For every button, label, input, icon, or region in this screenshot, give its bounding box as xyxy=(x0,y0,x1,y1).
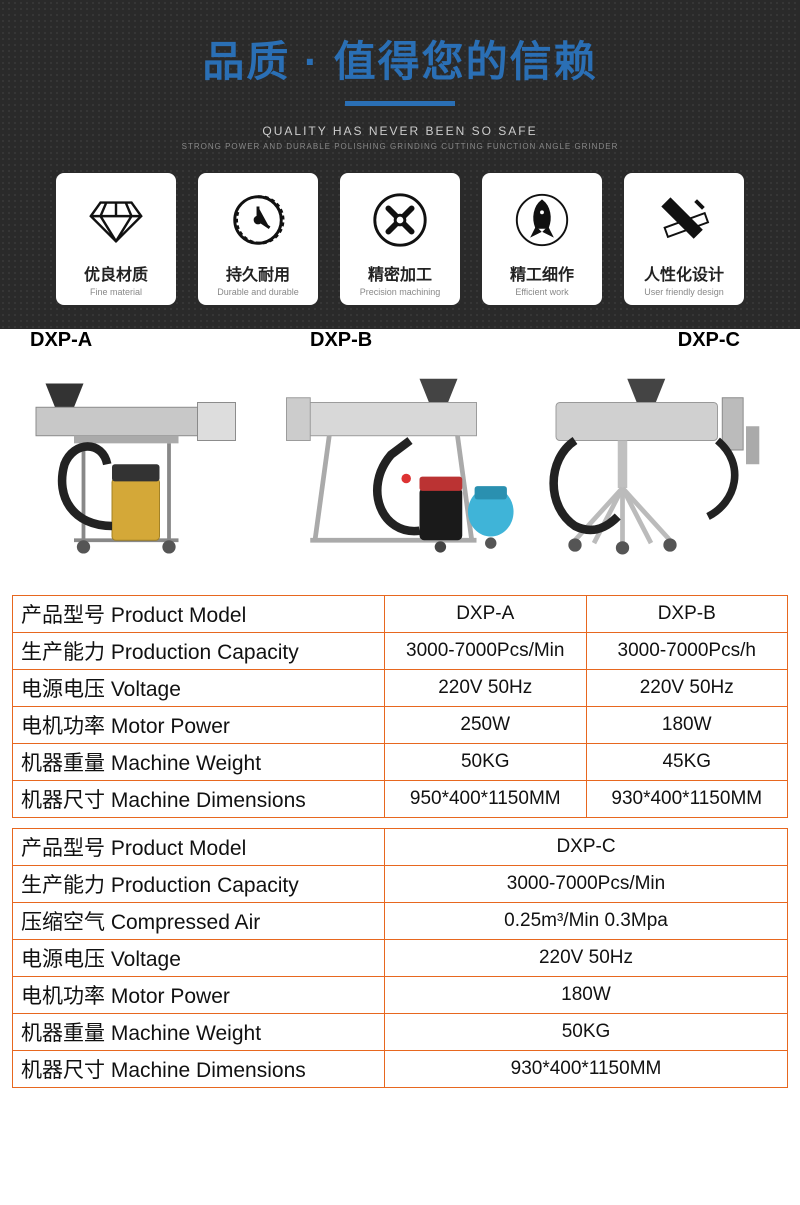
table-row: 机器重量 Machine Weight50KG xyxy=(13,1014,788,1051)
table-row: 机器尺寸 Machine Dimensions950*400*1150MM930… xyxy=(13,781,788,818)
feature-durable: 持久耐用 Durable and durable xyxy=(198,173,318,305)
spec-label: 电源电压 Voltage xyxy=(13,670,385,707)
spec-value-a: 250W xyxy=(385,707,587,744)
table-row: 电机功率 Motor Power250W180W xyxy=(13,707,788,744)
hero-subtitle-1: QUALITY HAS NEVER BEEN SO SAFE xyxy=(0,124,800,138)
spec-value-c: 0.25m³/Min 0.3Mpa xyxy=(385,903,788,940)
feature-label-cn: 持久耐用 xyxy=(226,261,290,285)
spec-label: 生产能力 Production Capacity xyxy=(13,633,385,670)
spec-value-b: 220V 50Hz xyxy=(586,670,788,707)
spec-value-c: 180W xyxy=(385,977,788,1014)
hero-underline xyxy=(345,101,455,106)
spec-table-c: 产品型号 Product ModelDXP-C生产能力 Production C… xyxy=(12,828,788,1088)
product-row: DXP-A DXP-B DXP-C xyxy=(0,329,800,589)
feature-label-en: Efficient work xyxy=(515,287,568,297)
feature-label-cn: 优良材质 xyxy=(84,261,148,285)
hero-title: 品质 · 值得您的信赖 xyxy=(0,28,800,89)
spec-value-c: 50KG xyxy=(385,1014,788,1051)
clock-icon xyxy=(223,185,293,255)
feature-label-en: Durable and durable xyxy=(217,287,299,297)
hero-subtitle-2: STRONG POWER AND DURABLE POLISHING GRIND… xyxy=(0,142,800,151)
spec-value-b: 3000-7000Pcs/h xyxy=(586,633,788,670)
spec-value-a: 3000-7000Pcs/Min xyxy=(385,633,587,670)
spec-label: 电机功率 Motor Power xyxy=(13,707,385,744)
machine-a-icon xyxy=(17,374,264,564)
feature-precision: 精密加工 Precision machining xyxy=(340,173,460,305)
table-row: 生产能力 Production Capacity3000-7000Pcs/Min… xyxy=(13,633,788,670)
table-row: 机器重量 Machine Weight50KG45KG xyxy=(13,744,788,781)
feature-row: 优良材质 Fine material 持久耐用 Durable and dura… xyxy=(0,173,800,305)
table-row: 产品型号 Product ModelDXP-C xyxy=(13,829,788,866)
product-c xyxy=(530,359,790,569)
spec-value-a: 220V 50Hz xyxy=(385,670,587,707)
spec-value-b: DXP-B xyxy=(586,596,788,633)
spec-value-c: 3000-7000Pcs/Min xyxy=(385,866,788,903)
machine-c-icon xyxy=(537,374,784,564)
table-row: 电机功率 Motor Power180W xyxy=(13,977,788,1014)
ruler-icon xyxy=(649,185,719,255)
spec-label: 机器尺寸 Machine Dimensions xyxy=(13,1051,385,1088)
spec-label: 机器重量 Machine Weight xyxy=(13,1014,385,1051)
rocket-icon xyxy=(507,185,577,255)
table-row: 机器尺寸 Machine Dimensions930*400*1150MM xyxy=(13,1051,788,1088)
spec-value-b: 180W xyxy=(586,707,788,744)
spec-label: 电源电压 Voltage xyxy=(13,940,385,977)
spec-label: 电机功率 Motor Power xyxy=(13,977,385,1014)
feature-label-cn: 精密加工 xyxy=(368,261,432,285)
spec-value-a: 950*400*1150MM xyxy=(385,781,587,818)
spec-value-a: 50KG xyxy=(385,744,587,781)
spec-value-c: 930*400*1150MM xyxy=(385,1051,788,1088)
spec-label: 生产能力 Production Capacity xyxy=(13,866,385,903)
spec-tables: 产品型号 Product ModelDXP-ADXP-B生产能力 Product… xyxy=(0,589,800,1118)
tools-icon xyxy=(365,185,435,255)
feature-userfriendly: 人性化设计 User friendly design xyxy=(624,173,744,305)
product-label-a: DXP-A xyxy=(30,329,92,352)
feature-efficient: 精工细作 Efficient work xyxy=(482,173,602,305)
product-a xyxy=(10,359,270,569)
feature-label-cn: 人性化设计 xyxy=(644,261,724,285)
spec-label: 产品型号 Product Model xyxy=(13,596,385,633)
spec-label: 产品型号 Product Model xyxy=(13,829,385,866)
product-label-b: DXP-B xyxy=(310,329,372,352)
machine-b-icon xyxy=(277,374,524,564)
feature-label-en: User friendly design xyxy=(644,287,724,297)
product-label-c: DXP-C xyxy=(678,329,740,352)
spec-value-c: DXP-C xyxy=(385,829,788,866)
spec-label: 机器重量 Machine Weight xyxy=(13,744,385,781)
table-row: 压缩空气 Compressed Air0.25m³/Min 0.3Mpa xyxy=(13,903,788,940)
spec-value-a: DXP-A xyxy=(385,596,587,633)
table-row: 电源电压 Voltage220V 50Hz220V 50Hz xyxy=(13,670,788,707)
feature-label-en: Precision machining xyxy=(360,287,441,297)
table-row: 电源电压 Voltage220V 50Hz xyxy=(13,940,788,977)
feature-label-cn: 精工细作 xyxy=(510,261,574,285)
spec-value-b: 45KG xyxy=(586,744,788,781)
hero-banner: 品质 · 值得您的信赖 QUALITY HAS NEVER BEEN SO SA… xyxy=(0,0,800,329)
feature-material: 优良材质 Fine material xyxy=(56,173,176,305)
product-b xyxy=(270,359,530,569)
table-row: 生产能力 Production Capacity3000-7000Pcs/Min xyxy=(13,866,788,903)
spec-value-c: 220V 50Hz xyxy=(385,940,788,977)
spec-table-ab: 产品型号 Product ModelDXP-ADXP-B生产能力 Product… xyxy=(12,595,788,818)
spec-value-b: 930*400*1150MM xyxy=(586,781,788,818)
spec-label: 机器尺寸 Machine Dimensions xyxy=(13,781,385,818)
spec-label: 压缩空气 Compressed Air xyxy=(13,903,385,940)
table-row: 产品型号 Product ModelDXP-ADXP-B xyxy=(13,596,788,633)
diamond-icon xyxy=(81,185,151,255)
feature-label-en: Fine material xyxy=(90,287,142,297)
